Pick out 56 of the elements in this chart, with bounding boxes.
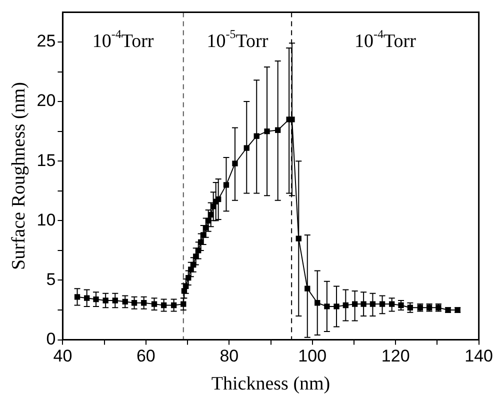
y-tick-label: 15 [36, 150, 56, 170]
point [160, 302, 167, 308]
x-tick-label: 140 [464, 346, 494, 366]
point [324, 304, 330, 310]
point [74, 294, 80, 300]
point [370, 301, 376, 307]
point [188, 266, 194, 272]
point [200, 232, 206, 238]
point [379, 301, 386, 307]
point [122, 298, 128, 305]
y-tick-label: 5 [46, 270, 56, 289]
point [180, 301, 186, 307]
point [208, 212, 214, 218]
point [275, 127, 281, 133]
point [151, 301, 158, 307]
y-axis-title: Surface Roughness (nm) [8, 82, 30, 270]
point [264, 128, 270, 134]
point [198, 239, 204, 245]
point [223, 182, 230, 188]
point [193, 254, 199, 260]
point [206, 218, 212, 224]
y-tick-label: 0 [46, 329, 56, 348]
point [232, 160, 238, 166]
x-tick-label: 120 [381, 346, 410, 366]
point [112, 298, 118, 304]
x-tick-label: 60 [136, 346, 156, 366]
point [216, 196, 222, 202]
point [244, 145, 250, 151]
point [289, 116, 295, 122]
point [131, 300, 138, 306]
point [304, 286, 310, 292]
point [314, 300, 320, 306]
point [183, 283, 189, 290]
point [196, 248, 202, 254]
x-tick-label: 100 [298, 346, 327, 366]
x-tick-label: 40 [53, 346, 72, 366]
x-tick-label: 80 [220, 346, 239, 366]
y-tick-label: 20 [36, 91, 56, 110]
y-tick-label: 25 [36, 32, 56, 51]
point [186, 275, 192, 281]
point [296, 236, 302, 242]
point [190, 262, 196, 268]
x-axis-title: Thickness (nm) [211, 374, 330, 395]
y-tick-label: 10 [36, 210, 56, 230]
point [102, 298, 108, 304]
point [141, 300, 147, 306]
point [254, 133, 260, 139]
point [334, 304, 340, 310]
point [342, 302, 348, 308]
point [360, 301, 366, 307]
point [93, 296, 99, 302]
point [352, 301, 358, 307]
point [170, 302, 177, 308]
point [203, 224, 209, 231]
point [84, 295, 90, 301]
point [389, 301, 395, 307]
